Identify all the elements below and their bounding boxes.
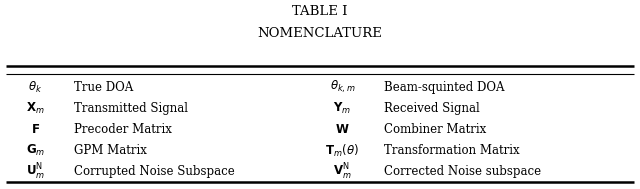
Text: True DOA: True DOA xyxy=(74,81,133,94)
Text: TABLE I: TABLE I xyxy=(292,5,348,18)
Text: $\mathbf{G}_m$: $\mathbf{G}_m$ xyxy=(26,143,45,158)
Text: $\mathbf{T}_m(\theta)$: $\mathbf{T}_m(\theta)$ xyxy=(326,143,359,159)
Text: NOMENCLATURE: NOMENCLATURE xyxy=(257,27,383,40)
Text: $\theta_k$: $\theta_k$ xyxy=(28,80,42,95)
Text: Transmitted Signal: Transmitted Signal xyxy=(74,102,188,115)
Text: $\mathbf{W}$: $\mathbf{W}$ xyxy=(335,123,349,136)
Text: $\mathbf{F}$: $\mathbf{F}$ xyxy=(31,123,40,136)
Text: Combiner Matrix: Combiner Matrix xyxy=(384,123,486,136)
Text: $\mathbf{U}_m^\mathrm{N}$: $\mathbf{U}_m^\mathrm{N}$ xyxy=(26,162,45,182)
Text: $\mathbf{X}_m$: $\mathbf{X}_m$ xyxy=(26,101,45,116)
Text: $\mathbf{Y}_m$: $\mathbf{Y}_m$ xyxy=(333,101,351,116)
Text: GPM Matrix: GPM Matrix xyxy=(74,144,147,157)
Text: Transformation Matrix: Transformation Matrix xyxy=(384,144,520,157)
Text: $\theta_{k,m}$: $\theta_{k,m}$ xyxy=(330,79,355,95)
Text: Corrupted Noise Subspace: Corrupted Noise Subspace xyxy=(74,165,234,178)
Text: $\mathbf{V}_m^\mathrm{N}$: $\mathbf{V}_m^\mathrm{N}$ xyxy=(333,162,352,182)
Text: Received Signal: Received Signal xyxy=(384,102,480,115)
Text: Beam-squinted DOA: Beam-squinted DOA xyxy=(384,81,504,94)
Text: Precoder Matrix: Precoder Matrix xyxy=(74,123,172,136)
Text: Corrected Noise subspace: Corrected Noise subspace xyxy=(384,165,541,178)
